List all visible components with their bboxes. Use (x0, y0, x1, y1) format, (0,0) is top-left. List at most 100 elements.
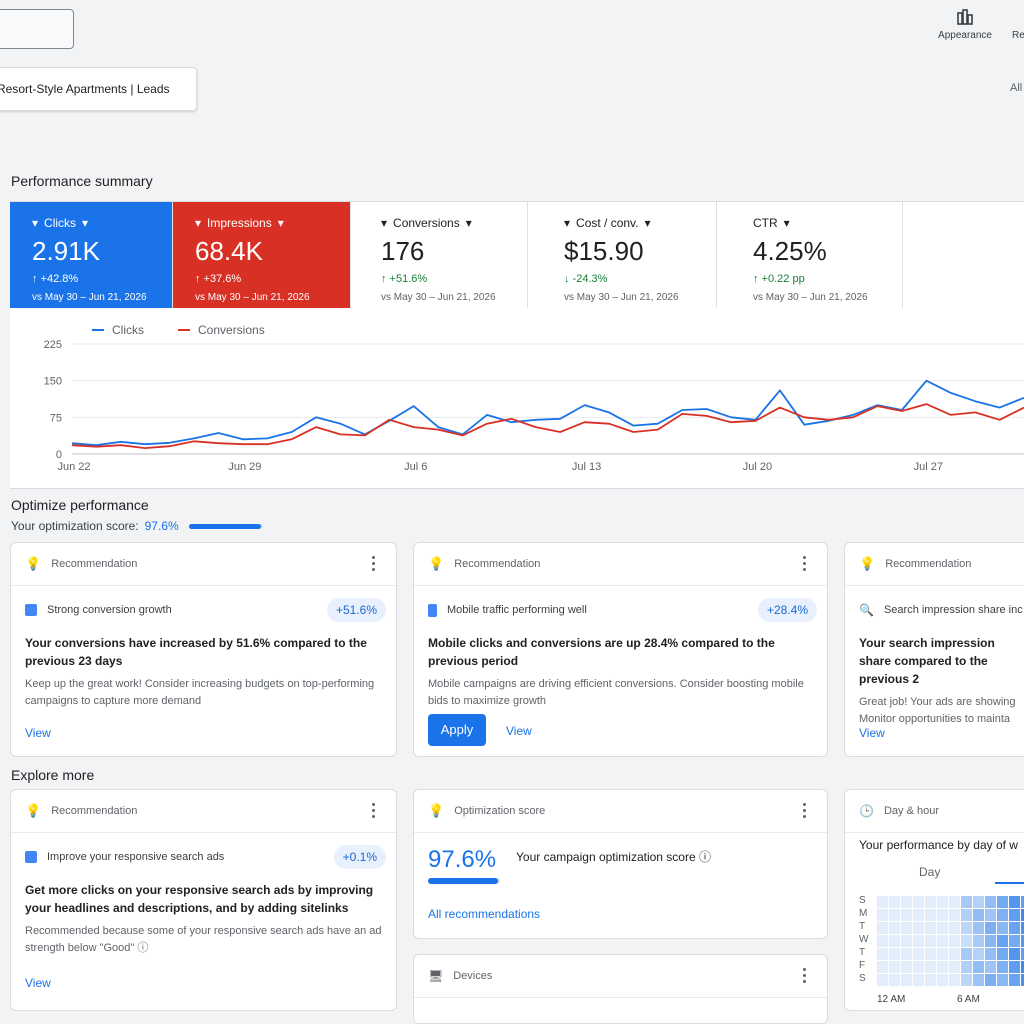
heatmap-cell[interactable] (913, 948, 924, 960)
heatmap-cell[interactable] (985, 909, 996, 921)
heatmap-cell[interactable] (973, 935, 984, 947)
heatmap-cell[interactable] (1021, 909, 1024, 921)
view-link[interactable]: View (506, 724, 532, 738)
heatmap-cell[interactable] (949, 896, 960, 908)
heatmap-cell[interactable] (913, 909, 924, 921)
metric-cost-per-conversion[interactable]: ▾ Cost / conv. ▾ $15.90 ↓ -24.3% vs May 30… (528, 202, 717, 309)
heatmap-cell[interactable] (877, 909, 888, 921)
heatmap-cell[interactable] (913, 961, 924, 973)
heatmap-cell[interactable] (973, 922, 984, 934)
more-options-icon[interactable] (803, 803, 807, 821)
heatmap-cell[interactable] (925, 909, 936, 921)
chevron-down-icon[interactable]: ▾ (465, 216, 472, 230)
devices-card[interactable]: 🖥 Devices (413, 954, 828, 1024)
heatmap-cell[interactable] (901, 948, 912, 960)
heatmap-cell[interactable] (937, 961, 948, 973)
heatmap-cell[interactable] (949, 909, 960, 921)
more-options-icon[interactable] (803, 968, 807, 986)
heatmap-cell[interactable] (913, 974, 924, 986)
metric-ctr[interactable]: CTR ▾ 4.25% ↑ +0.22 pp vs May 30 – Jun 21… (717, 202, 903, 309)
help-icon[interactable]: ⓘ (699, 850, 712, 864)
heatmap-cell[interactable] (961, 948, 972, 960)
heatmap-cell[interactable] (961, 961, 972, 973)
metric-impressions[interactable]: ▾ Impressions ▾ 68.4K ↑ +37.6% vs May 30 –… (173, 202, 351, 309)
heatmap-cell[interactable] (985, 935, 996, 947)
heatmap-cell[interactable] (1021, 948, 1024, 960)
heatmap-cell[interactable] (925, 896, 936, 908)
heatmap-cell[interactable] (1021, 961, 1024, 973)
heatmap-cell[interactable] (937, 922, 948, 934)
heatmap-cell[interactable] (1021, 896, 1024, 908)
heatmap-cell[interactable] (985, 961, 996, 973)
heatmap-cell[interactable] (961, 922, 972, 934)
heatmap-cell[interactable] (997, 909, 1008, 921)
heatmap-cell[interactable] (1009, 974, 1020, 986)
all-recommendations-link[interactable]: All recommendations (428, 907, 541, 921)
heatmap-cell[interactable] (925, 922, 936, 934)
heatmap-cell[interactable] (973, 909, 984, 921)
heatmap-cell[interactable] (913, 922, 924, 934)
heatmap-cell[interactable] (901, 961, 912, 973)
heatmap-cell[interactable] (1009, 961, 1020, 973)
day-hour-card[interactable]: 🕒 Day & hour Your performance by day of … (844, 789, 1024, 1011)
heatmap-cell[interactable] (973, 974, 984, 986)
reports-tool[interactable]: Re (1012, 8, 1024, 41)
recommendation-card-impression-share[interactable]: 💡 Recommendation 🔍 Search impression sha… (844, 542, 1024, 757)
heatmap-cell[interactable] (889, 922, 900, 934)
heatmap-cell[interactable] (1021, 974, 1024, 986)
heatmap-cell[interactable] (997, 948, 1008, 960)
heatmap-cell[interactable] (889, 961, 900, 973)
heatmap-cell[interactable] (913, 896, 924, 908)
chevron-down-icon[interactable]: ▾ (82, 216, 89, 230)
recommendation-card-conversion[interactable]: 💡 Recommendation Strong conversion growt… (10, 542, 397, 757)
heatmap-cell[interactable] (877, 922, 888, 934)
heatmap-cell[interactable] (901, 896, 912, 908)
chevron-down-icon[interactable]: ▾ (644, 216, 651, 230)
heatmap-cell[interactable] (961, 896, 972, 908)
heatmap-cell[interactable] (985, 974, 996, 986)
recommendation-card-rsa[interactable]: 💡 Recommendation Improve your responsive… (10, 789, 397, 1011)
heatmap-cell[interactable] (1009, 948, 1020, 960)
view-link[interactable]: View (25, 976, 51, 990)
optimization-score-card[interactable]: 💡 Optimization score 97.6% Your campaign… (413, 789, 828, 939)
chevron-down-icon[interactable]: ▾ (277, 216, 284, 230)
appearance-tool[interactable]: Appearance (936, 8, 994, 41)
heatmap-cell[interactable] (913, 935, 924, 947)
heatmap-cell[interactable] (925, 961, 936, 973)
heatmap-cell[interactable] (1009, 922, 1020, 934)
apply-button[interactable]: Apply (428, 714, 486, 746)
heatmap-cell[interactable] (937, 896, 948, 908)
heatmap-cell[interactable] (949, 974, 960, 986)
heatmap-cell[interactable] (877, 896, 888, 908)
more-options-icon[interactable] (803, 556, 807, 574)
heatmap-cell[interactable] (937, 974, 948, 986)
heatmap-cell[interactable] (997, 935, 1008, 947)
heatmap-cell[interactable] (973, 961, 984, 973)
heatmap-cell[interactable] (949, 922, 960, 934)
heatmap-cell[interactable] (949, 961, 960, 973)
heatmap-cell[interactable] (997, 961, 1008, 973)
heatmap-cell[interactable] (1021, 935, 1024, 947)
heatmap-cell[interactable] (901, 935, 912, 947)
heatmap-cell[interactable] (901, 909, 912, 921)
heatmap-cell[interactable] (1009, 896, 1020, 908)
filter-all-label[interactable]: All (1010, 82, 1023, 94)
heatmap-cell[interactable] (889, 974, 900, 986)
recommendation-card-mobile[interactable]: 💡 Recommendation Mobile traffic performi… (413, 542, 828, 757)
heatmap-cell[interactable] (1009, 935, 1020, 947)
heatmap-cell[interactable] (901, 974, 912, 986)
campaign-selector[interactable]: Resort-Style Apartments | Leads (0, 67, 197, 111)
heatmap-cell[interactable] (925, 935, 936, 947)
heatmap-cell[interactable] (877, 948, 888, 960)
heatmap-cell[interactable] (973, 948, 984, 960)
view-link[interactable]: View (859, 726, 885, 740)
chevron-down-icon[interactable]: ▾ (783, 216, 790, 230)
more-options-icon[interactable] (372, 556, 376, 574)
heatmap-cell[interactable] (985, 896, 996, 908)
heatmap-cell[interactable] (925, 948, 936, 960)
heatmap-cell[interactable] (997, 974, 1008, 986)
heatmap-cell[interactable] (961, 974, 972, 986)
heatmap-cell[interactable] (925, 974, 936, 986)
heatmap-cell[interactable] (949, 935, 960, 947)
metric-clicks[interactable]: ▾ Clicks ▾ 2.91K ↑ +42.8% vs May 30 – Jun … (10, 202, 173, 309)
